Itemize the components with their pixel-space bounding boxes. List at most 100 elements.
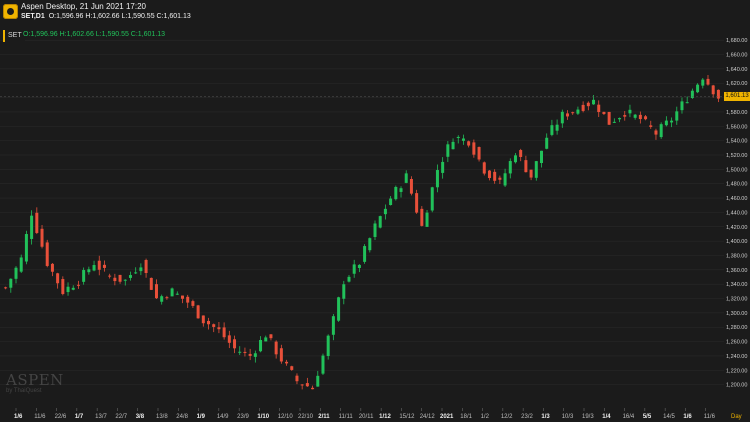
y-tick-label: 1,460.00 <box>726 196 747 202</box>
candle-body <box>175 293 179 295</box>
candle-body <box>160 296 164 302</box>
candle-body <box>628 109 632 114</box>
candle-body <box>45 242 49 266</box>
candle-body <box>493 171 497 181</box>
candle-body <box>212 324 216 327</box>
candle-body <box>128 275 132 278</box>
y-tick-label: 1,640.00 <box>726 67 747 73</box>
x-tick-label: 2021 <box>440 414 454 420</box>
period-label[interactable]: Day <box>731 414 742 420</box>
candle-body <box>623 115 627 117</box>
x-tick-label: 13/7 <box>95 414 107 420</box>
candle-body <box>97 260 101 270</box>
x-tick-label: 1/6 <box>14 414 23 420</box>
x-tick-label: 23/9 <box>237 414 249 420</box>
candle-body <box>472 142 476 155</box>
candle-body <box>378 216 382 228</box>
candle-body <box>233 339 237 349</box>
y-tick-label: 1,400.00 <box>726 239 747 245</box>
candle-body <box>675 111 679 121</box>
x-tick-label: 15/12 <box>399 414 415 420</box>
candle-body <box>300 384 304 386</box>
candle-body <box>295 375 299 382</box>
candle-body <box>534 161 538 178</box>
price-axis[interactable]: 1,200.00 1,220.00 1,240.00 1,260.00 1,280.00… <box>724 27 750 408</box>
x-tick-label: 18/1 <box>460 414 472 420</box>
candle-body <box>586 102 590 107</box>
candle-body <box>207 320 211 325</box>
candle-body <box>87 269 91 273</box>
candle-body <box>618 118 622 120</box>
candle-body <box>592 99 596 105</box>
candle-body <box>644 116 648 120</box>
candle-body <box>253 353 257 357</box>
candle-body <box>357 264 361 269</box>
candle-body <box>498 177 502 180</box>
aspen-app-icon[interactable] <box>3 4 18 19</box>
candle-body <box>540 150 543 164</box>
candle-body <box>285 361 289 364</box>
x-tick-label: 1/9 <box>197 414 206 420</box>
x-tick-label: 22/6 <box>55 414 67 420</box>
candle-body <box>383 208 387 215</box>
x-tick-label: 1/7 <box>75 414 84 420</box>
candle-body <box>238 351 242 353</box>
candle-body <box>342 284 346 299</box>
candle-body <box>612 121 616 123</box>
candle-body <box>139 267 143 272</box>
candle-body <box>415 193 419 213</box>
x-tick-label: 13/8 <box>156 414 168 420</box>
x-tick-label: 1/6 <box>683 414 692 420</box>
y-tick-label: 1,300.00 <box>726 311 747 317</box>
candle-body <box>680 101 684 111</box>
time-axis[interactable]: 1/6 11/6 22/6 1/7 13/7 22/7 3/8 13/8 24/8 1/9 14/9… <box>0 408 750 422</box>
candle-body <box>461 138 465 141</box>
watermark-title: ASPEN <box>6 371 64 389</box>
candle-body <box>420 208 424 226</box>
candle-body <box>144 259 148 273</box>
candle-body <box>566 113 570 117</box>
price-chart[interactable] <box>0 27 724 408</box>
symbol-badge[interactable]: SET <box>3 30 25 42</box>
candle-body <box>602 111 606 114</box>
x-tick-label: 2/11 <box>318 414 330 420</box>
candle-body <box>654 130 658 135</box>
candle-body <box>186 296 190 303</box>
candle-body <box>19 257 23 272</box>
y-tick-label: 1,680.00 <box>726 38 747 44</box>
candle-body <box>487 170 491 179</box>
x-tick-label: 3/8 <box>136 414 145 420</box>
y-tick-label: 1,320.00 <box>726 297 747 303</box>
candle-body <box>706 78 710 85</box>
candle-body <box>685 102 689 104</box>
candle-body <box>519 150 523 157</box>
last-price-tag: 1,601.13 <box>724 92 750 102</box>
candle-body <box>649 125 653 127</box>
candle-body <box>279 348 283 362</box>
candle-body <box>373 223 377 237</box>
candle-body <box>165 297 169 299</box>
candle-body <box>399 188 403 192</box>
x-tick-label: 12/10 <box>278 414 294 420</box>
candle-body <box>227 335 231 343</box>
candle-body <box>581 104 585 111</box>
x-tick-label: 23/2 <box>521 414 533 420</box>
candle-body <box>66 286 70 293</box>
candle-body <box>435 170 439 188</box>
candle-body <box>482 162 486 174</box>
y-tick-label: 1,500.00 <box>726 167 747 173</box>
candle-body <box>326 335 330 356</box>
candle-body <box>467 141 471 146</box>
candle-body <box>154 284 158 299</box>
candle-body <box>430 187 434 211</box>
candle-body <box>696 84 700 93</box>
candle-body <box>633 114 637 118</box>
candle-body <box>597 104 601 113</box>
candle-body <box>524 160 528 173</box>
watermark-subtitle: by ThaiQuest <box>6 388 42 394</box>
y-tick-label: 1,560.00 <box>726 124 747 130</box>
candle-body <box>274 341 278 355</box>
candle-body <box>134 272 138 274</box>
candle-body <box>508 161 512 174</box>
y-tick-label: 1,340.00 <box>726 282 747 288</box>
